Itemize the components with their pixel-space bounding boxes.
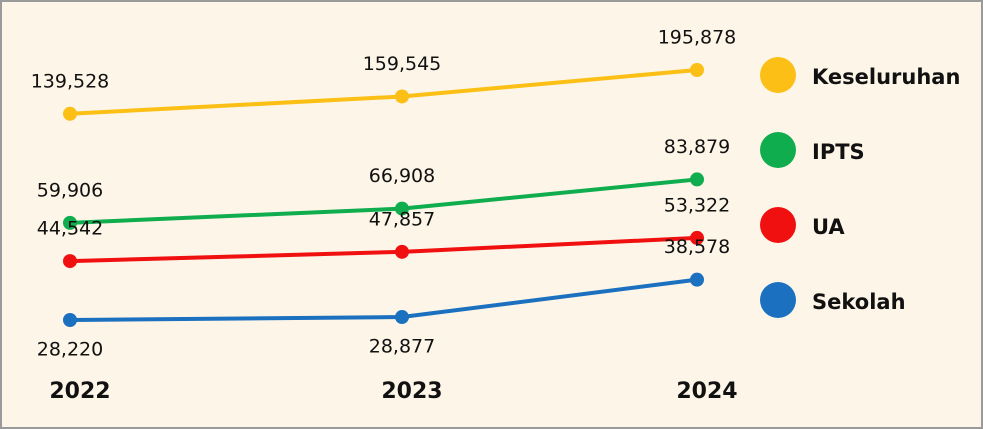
value-label: 83,879 — [664, 136, 730, 158]
value-label: 28,220 — [37, 339, 103, 361]
point — [395, 201, 409, 216]
x-tick-label: 2023 — [381, 379, 442, 404]
point — [63, 106, 77, 121]
value-label: 159,545 — [363, 53, 442, 75]
point — [395, 89, 409, 104]
point — [690, 272, 704, 287]
legend-marker — [760, 57, 796, 93]
point — [63, 215, 77, 230]
value-label: 47,857 — [369, 208, 435, 230]
value-label: 139,528 — [31, 70, 110, 92]
legend-label: Keseluruhan — [812, 65, 960, 89]
x-tick-label: 2024 — [676, 379, 737, 404]
x-tick-label: 2022 — [49, 379, 110, 404]
legend-marker — [760, 132, 796, 168]
point — [395, 310, 409, 325]
point — [63, 313, 77, 327]
point — [63, 254, 77, 269]
value-label: 44,542 — [37, 218, 103, 240]
legend-label: Sekolah — [812, 290, 906, 314]
point — [690, 230, 704, 245]
legend-marker — [760, 207, 796, 243]
value-label: 38,578 — [664, 236, 730, 258]
value-label: 66,908 — [369, 165, 435, 187]
point — [690, 63, 704, 77]
point — [690, 172, 704, 187]
value-label: 53,322 — [664, 194, 730, 216]
legend-label: IPTS — [812, 140, 865, 164]
legend-marker — [760, 282, 796, 318]
value-label: 195,878 — [658, 27, 737, 49]
point — [395, 244, 409, 259]
value-label: 59,906 — [37, 179, 103, 201]
legend-label: UA — [812, 215, 845, 239]
value-label: 28,877 — [369, 336, 435, 358]
